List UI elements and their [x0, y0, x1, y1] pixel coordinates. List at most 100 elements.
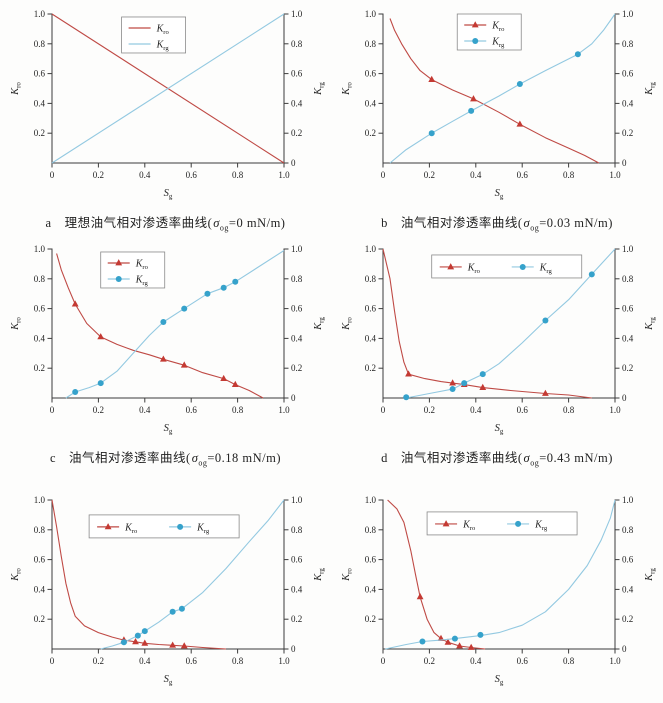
y-left-tick-label: 0.4: [34, 333, 46, 343]
sigma-symbol: σ: [523, 216, 531, 230]
chart-panel-e: 0 0.2 0.4 0.6 0.8 1.0 0.2 0.4 0.6 0.8 1.0 0 0.2 0.4 0.…: [0, 472, 331, 693]
gas-marker: [115, 275, 122, 282]
y-right-tick-label: 0.4: [622, 98, 634, 108]
x-tick-label: 0.6: [517, 405, 529, 415]
chart-panel-d: 0 0.2 0.4 0.6 0.8 1.0 0.2 0.4 0.6 0.8 1.0 0 0.2 0.4 0.…: [331, 237, 663, 472]
caption-value: =0.43 mN/m): [539, 451, 613, 465]
oil-marker: [449, 379, 456, 386]
caption-label: c: [49, 451, 57, 465]
caption-label: d: [381, 451, 388, 465]
y-left-tick-label: 1.0: [34, 244, 46, 254]
axes: [378, 499, 620, 654]
y-left-tick-label: 0.8: [34, 274, 46, 284]
y-right-tick-label: 0.2: [291, 363, 302, 373]
oil-marker: [180, 361, 188, 368]
y-left-tick-label: 1.0: [34, 495, 46, 505]
gas-marker: [232, 278, 239, 285]
gas-marker: [141, 628, 148, 635]
y-left-tick-label: 0.6: [365, 555, 377, 565]
gas-marker: [468, 107, 475, 114]
y-right-tick-label: 1.0: [291, 244, 303, 254]
sigma-symbol: σ: [213, 216, 220, 230]
y-right-tick-label: 0.4: [291, 98, 303, 108]
oil-marker: [416, 593, 424, 600]
x-tick-label: 0.2: [93, 170, 104, 180]
y-left-tick-label: 1.0: [34, 9, 46, 19]
y-left-axis-label: Kro: [10, 317, 23, 331]
chart-b-caption: b 油气相对渗透率曲线(σog=0.03 mN/m): [331, 207, 663, 237]
oil-marker: [405, 370, 412, 377]
legend-box: [456, 13, 522, 51]
oil-marker: [428, 75, 436, 82]
oil-marker: [180, 642, 188, 649]
oil-marker: [467, 643, 475, 650]
svg-text:Krg: Krg: [644, 317, 657, 331]
legend: Kro Krg: [100, 251, 166, 289]
x-tick-label: 1.0: [278, 405, 290, 415]
x-axis-label: Sg: [495, 188, 504, 201]
y-right-tick-label: 0: [291, 158, 296, 168]
oil-legend-label: Kro: [156, 23, 170, 36]
legend: Kro Krg: [121, 16, 186, 54]
y-right-tick-label: 0: [622, 158, 627, 168]
chart-c-canvas: 0 0.2 0.4 0.6 0.8 1.00.20.40.60.81.000.20.40.…: [10, 244, 326, 436]
x-tick-label: 0: [50, 170, 55, 180]
legend: Kro Krg: [426, 511, 578, 536]
x-tick-label: 0.8: [232, 656, 244, 666]
legend: Kro Krg: [431, 254, 583, 279]
x-tick-label: 1.0: [609, 405, 621, 415]
x-tick-label: 1.0: [278, 656, 290, 666]
oil-curve: [382, 248, 592, 399]
y-left-tick-label: 0.8: [365, 274, 377, 284]
gas-marker: [403, 394, 410, 401]
x-tick-label: 0.8: [563, 405, 575, 415]
axes: [378, 248, 620, 403]
svg-text:Krg: Krg: [313, 568, 326, 582]
gas-marker: [178, 605, 185, 612]
oil-curve: [56, 253, 264, 399]
y-right-tick-label: 0.8: [291, 525, 303, 535]
y-left-tick-label: 0.4: [34, 98, 46, 108]
tick-labels: 0 0.2 0.4 0.6 0.8 1.00.20.40.60.81.000.20.40.…: [365, 244, 634, 415]
gas-marker: [97, 380, 104, 387]
y-right-tick-label: 0.6: [291, 304, 303, 314]
x-tick-label: 0.4: [139, 170, 151, 180]
gas-marker: [204, 290, 211, 297]
svg-text:Kro: Kro: [341, 82, 354, 96]
y-right-tick-label: 0: [291, 393, 296, 403]
gas-marker: [516, 81, 523, 88]
legend-box: [88, 514, 240, 539]
sigma-subscript: og: [530, 458, 540, 468]
y-left-tick-label: 0.8: [365, 39, 377, 49]
y-left-tick-label: 0.4: [365, 98, 377, 108]
y-right-tick-label: 1.0: [622, 495, 634, 505]
x-tick-label: 0.4: [470, 170, 482, 180]
y-right-tick-label: 1.0: [622, 9, 634, 19]
y-left-axis-label: Kro: [10, 568, 23, 582]
gas-curve: [65, 250, 285, 399]
x-tick-label: 1.0: [609, 170, 621, 180]
y-left-tick-label: 0.6: [34, 555, 46, 565]
chart-panel-b: 0 0.2 0.4 0.6 0.8 1.0 0.2 0.4 0.6 0.8 1.0 0 0.2 0.4 0.…: [331, 2, 663, 237]
x-tick-label: 1.0: [278, 170, 290, 180]
tick-labels: 0 0.2 0.4 0.6 0.8 1.00.20.40.60.81.000.20.40.…: [365, 495, 634, 666]
axes: [47, 13, 289, 168]
x-axis-label: Sg: [164, 188, 173, 201]
x-tick-label: 0: [50, 405, 55, 415]
y-left-tick-label: 0.4: [365, 584, 377, 594]
svg-text:Kro: Kro: [10, 317, 23, 331]
y-right-tick-label: 0.4: [622, 584, 634, 594]
y-left-tick-label: 1.0: [365, 244, 377, 254]
x-tick-label: 0.2: [93, 656, 104, 666]
gas-marker: [181, 305, 188, 312]
x-axis-label: Sg: [164, 674, 173, 687]
gas-legend-label: Krg: [539, 262, 553, 275]
oil-curve: [51, 499, 227, 650]
x-tick-label: 0.2: [424, 656, 435, 666]
gas-legend-label: Krg: [196, 522, 210, 535]
x-axis-label: Sg: [164, 423, 173, 436]
oil-marker: [471, 21, 479, 28]
x-tick-label: 0.8: [232, 170, 244, 180]
caption-label: a: [45, 216, 52, 230]
